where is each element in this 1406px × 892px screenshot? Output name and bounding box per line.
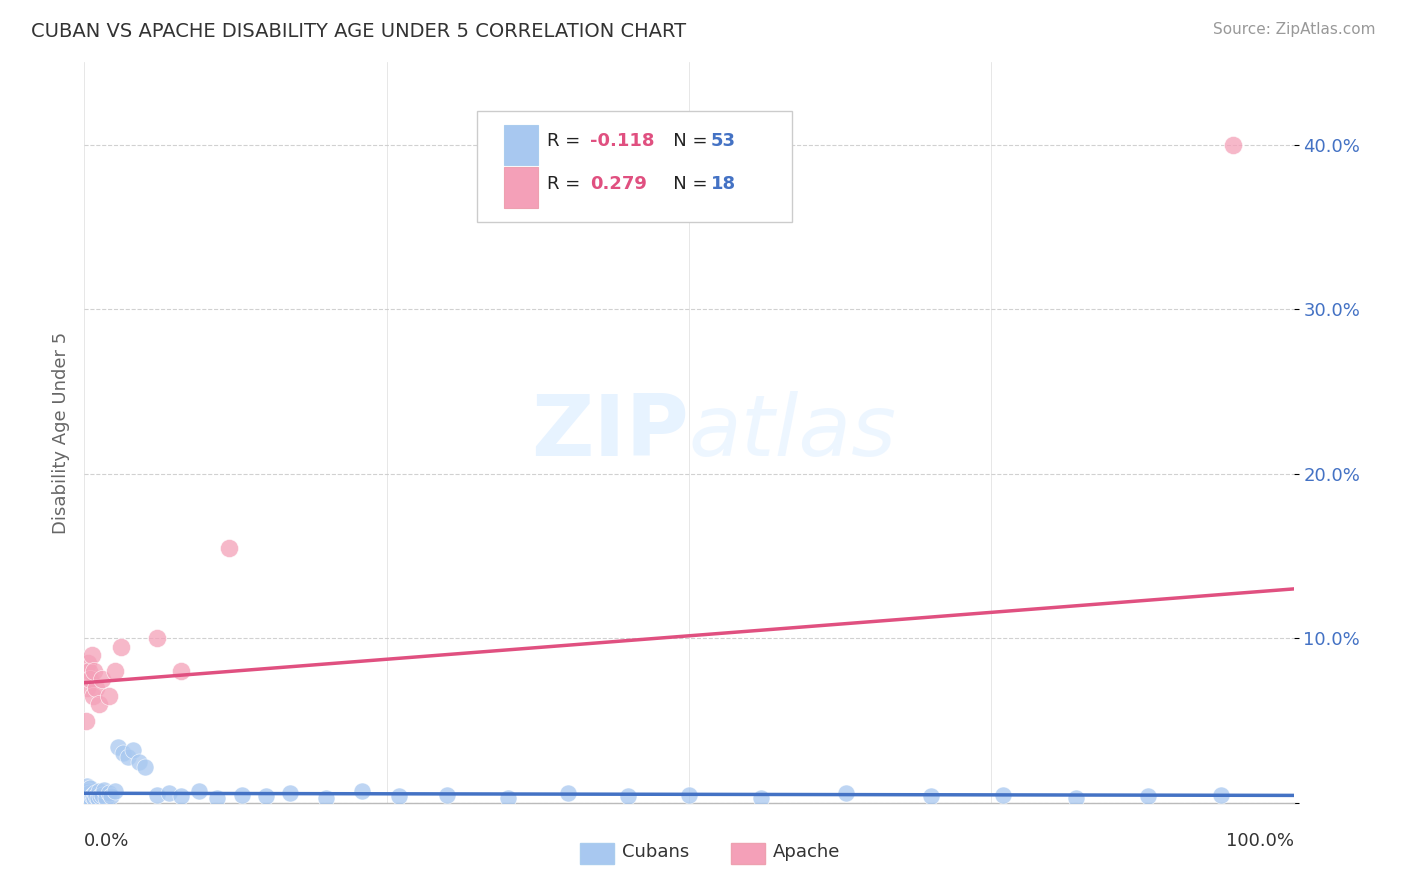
Y-axis label: Disability Age Under 5: Disability Age Under 5	[52, 332, 70, 533]
Point	[231, 788, 253, 802]
Point	[278, 786, 301, 800]
Point	[1209, 788, 1232, 802]
Text: R =: R =	[547, 132, 586, 150]
Point	[86, 789, 108, 804]
Point	[79, 673, 101, 687]
Point	[97, 689, 120, 703]
FancyBboxPatch shape	[478, 111, 792, 221]
Point	[77, 656, 100, 670]
Point	[1064, 790, 1087, 805]
Point	[170, 789, 193, 804]
Point	[128, 755, 150, 769]
Point	[83, 664, 105, 678]
Point	[117, 749, 139, 764]
Point	[110, 640, 132, 654]
Point	[75, 714, 97, 728]
Point	[77, 789, 100, 804]
Text: -0.118: -0.118	[589, 132, 654, 150]
Text: 18: 18	[710, 175, 735, 193]
Point	[107, 739, 129, 754]
Text: ZIP: ZIP	[531, 391, 689, 475]
Point	[104, 664, 127, 678]
Point	[496, 790, 519, 805]
Point	[77, 664, 100, 678]
Point	[100, 789, 122, 804]
Point	[79, 780, 101, 795]
Point	[352, 784, 374, 798]
Point	[75, 788, 97, 802]
Text: 0.279: 0.279	[589, 175, 647, 193]
Point	[91, 673, 114, 687]
Point	[112, 747, 135, 761]
Text: 53: 53	[710, 132, 735, 150]
Point	[86, 681, 108, 695]
Point	[87, 697, 110, 711]
Text: N =: N =	[657, 132, 713, 150]
Point	[617, 789, 640, 804]
Point	[79, 790, 101, 805]
Text: N =: N =	[657, 175, 713, 193]
Point	[751, 790, 773, 805]
Point	[80, 648, 103, 662]
Point	[82, 689, 104, 703]
Point	[146, 632, 169, 646]
Point	[82, 788, 104, 802]
Point	[835, 786, 858, 800]
Point	[170, 664, 193, 678]
Point	[436, 788, 458, 802]
Point	[388, 789, 411, 804]
Point	[557, 786, 579, 800]
Point	[157, 786, 180, 800]
Point	[76, 681, 98, 695]
Point	[75, 782, 97, 797]
Point	[89, 789, 111, 804]
Point	[315, 790, 337, 805]
Text: 100.0%: 100.0%	[1226, 832, 1294, 850]
Point	[97, 786, 120, 800]
Point	[121, 743, 143, 757]
Point	[134, 759, 156, 773]
FancyBboxPatch shape	[503, 125, 538, 165]
Text: Apache: Apache	[772, 844, 839, 862]
Text: CUBAN VS APACHE DISABILITY AGE UNDER 5 CORRELATION CHART: CUBAN VS APACHE DISABILITY AGE UNDER 5 C…	[31, 22, 686, 41]
FancyBboxPatch shape	[581, 843, 614, 863]
Point	[87, 784, 110, 798]
FancyBboxPatch shape	[503, 167, 538, 208]
Point	[254, 789, 277, 804]
Point	[77, 786, 100, 800]
Point	[94, 790, 117, 805]
Text: Cubans: Cubans	[623, 844, 690, 862]
Point	[1222, 137, 1244, 152]
FancyBboxPatch shape	[731, 843, 765, 863]
Point	[678, 788, 700, 802]
Text: R =: R =	[547, 175, 586, 193]
Point	[76, 790, 98, 805]
Point	[1137, 789, 1160, 804]
Point	[207, 790, 229, 805]
Point	[76, 780, 98, 794]
Text: 0.0%: 0.0%	[84, 832, 129, 850]
Point	[77, 792, 100, 806]
Text: atlas: atlas	[689, 391, 897, 475]
Point	[91, 788, 114, 802]
Point	[93, 782, 115, 797]
Point	[80, 789, 103, 804]
Point	[104, 784, 127, 798]
Point	[77, 784, 100, 798]
Point	[920, 789, 942, 804]
Point	[83, 790, 105, 805]
Point	[993, 788, 1015, 802]
Point	[146, 788, 169, 802]
Point	[188, 784, 211, 798]
Point	[84, 786, 107, 800]
Point	[218, 541, 240, 555]
Text: Source: ZipAtlas.com: Source: ZipAtlas.com	[1212, 22, 1375, 37]
Point	[86, 790, 108, 805]
